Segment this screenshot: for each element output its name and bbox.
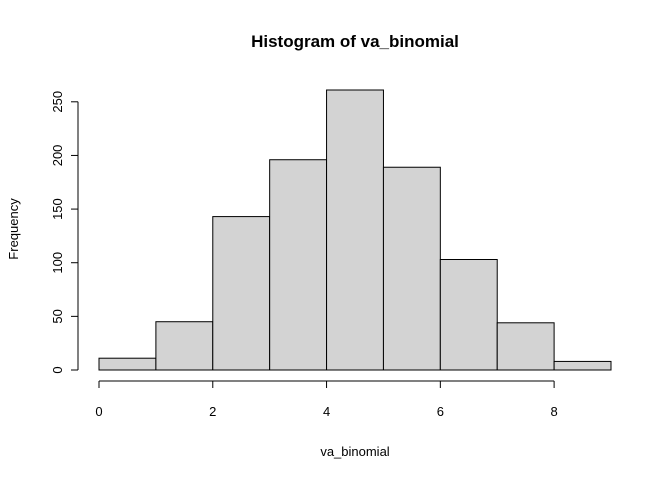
y-tick-label: 50: [50, 309, 65, 323]
histogram-bar-8: [553, 360, 612, 371]
histogram-bars: [98, 89, 612, 371]
y-tick-label: 200: [50, 145, 65, 167]
y-tick-label: 0: [50, 366, 65, 373]
histogram-bar-4: [326, 89, 384, 371]
x-axis-label: va_binomial: [320, 444, 389, 459]
histogram-bar-0: [98, 357, 157, 371]
y-axis-label: Frequency: [6, 198, 21, 260]
x-tick-label: 2: [209, 404, 216, 419]
histogram-bar-1: [155, 321, 214, 371]
x-tick-label: 8: [550, 404, 557, 419]
histogram-bar-5: [382, 166, 441, 371]
histogram-bar-6: [439, 259, 498, 371]
x-tick-label: 6: [437, 404, 444, 419]
x-axis: 0 2 4 6 8: [95, 380, 558, 419]
y-tick-label: 150: [50, 198, 65, 220]
histogram-bar-2: [212, 216, 271, 371]
y-tick-label: 250: [50, 91, 65, 113]
x-tick-label: 0: [95, 404, 102, 419]
y-axis: 0 50 100 150 200 250: [50, 91, 79, 374]
y-tick-label: 100: [50, 252, 65, 274]
histogram-bar-7: [496, 322, 555, 371]
histogram-bar-3: [269, 159, 328, 371]
x-tick-label: 4: [323, 404, 330, 419]
chart-title: Histogram of va_binomial: [251, 32, 459, 51]
